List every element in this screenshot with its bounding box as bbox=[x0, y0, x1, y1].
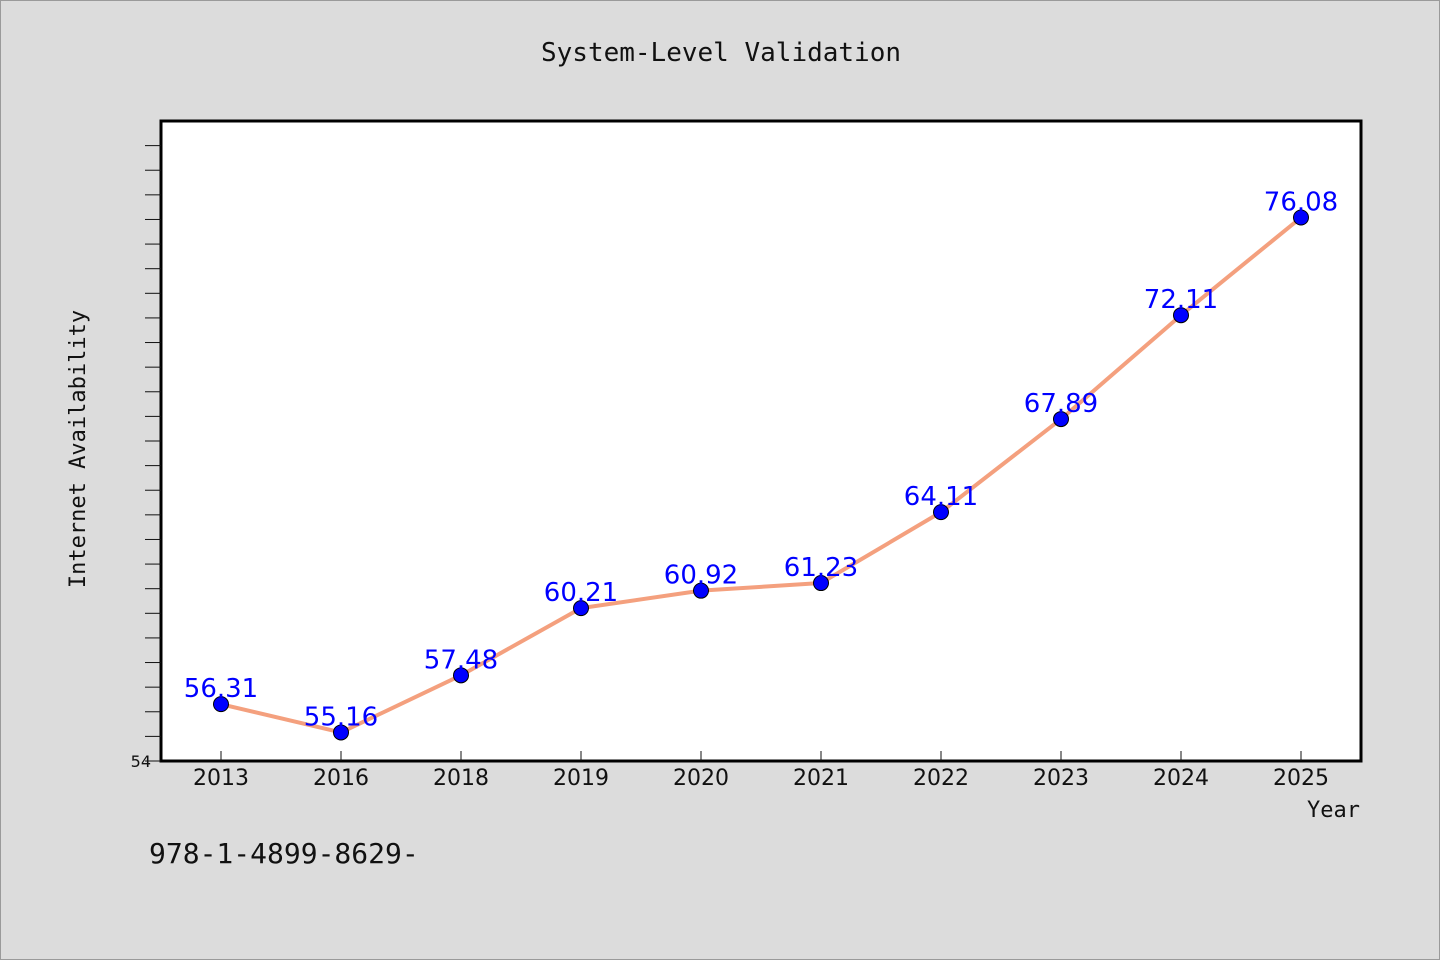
data-point bbox=[813, 575, 829, 592]
data-label: 61.23 bbox=[784, 553, 858, 583]
data-point bbox=[453, 667, 469, 684]
y-tick-label: 54 bbox=[131, 752, 151, 771]
data-label: 60.21 bbox=[544, 578, 618, 608]
series-lines bbox=[219, 215, 1303, 735]
data-point bbox=[1293, 209, 1309, 226]
chart-title: System-Level Validation bbox=[541, 38, 901, 68]
data-label: 60.92 bbox=[664, 561, 738, 591]
x-tick-label: 2018 bbox=[433, 766, 489, 791]
series-markers bbox=[213, 209, 1309, 741]
x-tick-label: 2021 bbox=[793, 766, 849, 791]
x-tick-label: 2016 bbox=[313, 766, 369, 791]
x-tick-label: 2019 bbox=[553, 766, 609, 791]
data-point bbox=[333, 724, 349, 741]
data-label: 76.08 bbox=[1264, 187, 1338, 217]
x-tick-label: 2020 bbox=[673, 766, 729, 791]
data-label: 72.11 bbox=[1144, 285, 1218, 315]
data-labels: 56.31 55.16 57.48 60.21 60.92 61.23 64.11 67.89… bbox=[184, 187, 1338, 732]
x-tick-label: 2022 bbox=[913, 766, 969, 791]
x-axis-label: Year bbox=[1307, 798, 1360, 823]
x-tick-label: 2013 bbox=[193, 766, 249, 791]
plot-area bbox=[159, 119, 1363, 763]
data-label: 55.16 bbox=[304, 702, 378, 732]
y-axis-ticks: 54 bbox=[131, 145, 161, 771]
x-axis-ticks: 2013 2016 2018 2019 2020 2021 2022 2023 2024 2025 bbox=[193, 751, 1329, 791]
data-point bbox=[573, 600, 589, 617]
data-label: 64.11 bbox=[904, 482, 978, 512]
y-axis-label: Internet Availability bbox=[66, 310, 91, 588]
footer-isbn-text: 978-1-4899-8629- bbox=[149, 837, 419, 870]
data-label: 57.48 bbox=[424, 645, 498, 675]
data-label: 67.89 bbox=[1024, 389, 1098, 419]
data-point bbox=[693, 582, 709, 599]
data-label: 56.31 bbox=[184, 674, 258, 704]
series-line bbox=[219, 215, 1303, 735]
data-point bbox=[1053, 411, 1069, 428]
data-point bbox=[1173, 307, 1189, 324]
data-point bbox=[933, 504, 949, 521]
x-tick-label: 2025 bbox=[1273, 766, 1329, 791]
x-tick-label: 2023 bbox=[1033, 766, 1089, 791]
x-tick-label: 2024 bbox=[1153, 766, 1209, 791]
data-point bbox=[213, 696, 229, 713]
